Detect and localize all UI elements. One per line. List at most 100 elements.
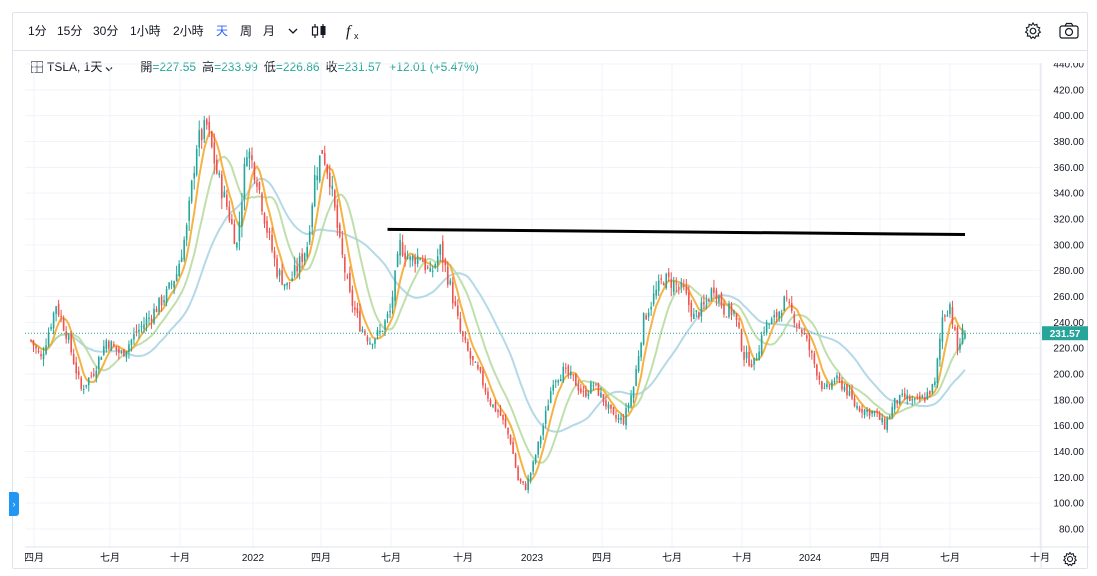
candle-body	[170, 283, 173, 285]
candle-body	[321, 150, 324, 154]
candle-body	[592, 385, 595, 387]
candle-body	[163, 300, 165, 303]
candle-body	[934, 381, 936, 385]
axis-settings-gear-icon[interactable]	[1062, 551, 1078, 567]
candle-body	[291, 278, 293, 281]
candle-body	[949, 304, 951, 315]
chevron-down-icon[interactable]	[104, 62, 114, 72]
candle-body	[813, 353, 816, 364]
candle-body	[278, 270, 281, 276]
camera-icon[interactable]	[1058, 21, 1079, 41]
candle-body	[361, 329, 364, 332]
candle-body	[180, 257, 183, 262]
candle-body	[931, 384, 934, 393]
candle-body	[939, 338, 941, 360]
candle-body	[901, 393, 904, 396]
candle-body	[863, 409, 866, 415]
candle-body	[459, 318, 462, 332]
candle-body	[32, 340, 35, 346]
candle-body	[328, 172, 331, 188]
x-tick-label: 2023	[521, 553, 544, 564]
interval-30m[interactable]: 30分	[93, 24, 119, 38]
candle-body	[198, 130, 201, 148]
candle-body	[492, 404, 494, 407]
candle-body	[158, 297, 160, 312]
candle-body	[344, 256, 346, 273]
y-tick-label: 400.00	[1053, 111, 1084, 122]
y-tick-label: 340.00	[1053, 189, 1084, 200]
interval-1mo[interactable]: 月	[263, 24, 276, 38]
candle-body	[818, 375, 821, 380]
candle-body	[37, 350, 40, 353]
candle-body	[700, 302, 703, 317]
candle-body	[959, 343, 961, 350]
candle-body	[77, 371, 80, 376]
candle-body	[296, 266, 298, 272]
x-tick-label: 七月	[662, 552, 682, 564]
candle-body	[183, 239, 185, 260]
candle-body	[587, 393, 590, 397]
candle-body	[740, 329, 743, 351]
candle-body	[693, 313, 695, 320]
chart-widget-frame: 1分 15分 30分 1小時 2小時 天 周 月 f x	[9, 12, 1089, 569]
expand-sidebar-tab[interactable]: ›	[9, 492, 19, 516]
candle-body	[52, 312, 55, 329]
candle-body	[178, 263, 180, 277]
candle-body	[30, 340, 32, 342]
candle-body	[672, 281, 675, 292]
interval-15m[interactable]: 15分	[57, 24, 83, 38]
candle-body	[836, 375, 838, 379]
candle-body	[856, 405, 858, 409]
candle-body	[956, 327, 959, 352]
candle-body	[113, 344, 115, 346]
chevron-down-icon[interactable]	[283, 21, 303, 41]
candle-body	[248, 151, 251, 159]
y-tick-label: 380.00	[1053, 137, 1084, 148]
candle-body	[376, 330, 379, 336]
candlestick-icon[interactable]	[309, 21, 329, 41]
candle-body	[318, 155, 321, 182]
candle-body	[502, 414, 504, 420]
candle-body	[730, 304, 733, 316]
candle-body	[710, 288, 713, 299]
price-chart[interactable]: 四月 七月 十月 2022 四月 七月 十月 2023 四月 七月 十月 2024 四月 七月 十月 440.…	[25, 63, 1089, 569]
interval-1h[interactable]: 1小時	[130, 24, 161, 38]
interval-2h[interactable]: 2小時	[173, 24, 204, 38]
candle-body	[816, 364, 818, 376]
candle-body	[419, 258, 421, 260]
candle-body	[399, 239, 401, 256]
candle-body	[595, 383, 597, 385]
candle-body	[577, 384, 580, 391]
candle-body	[336, 205, 339, 228]
candle-body	[165, 288, 168, 303]
gear-icon[interactable]	[1023, 21, 1043, 41]
candle-body	[640, 342, 642, 358]
candle-body	[62, 318, 65, 331]
fx-indicator-icon[interactable]: f x	[343, 21, 363, 41]
candle-body	[484, 387, 487, 392]
candle-body	[559, 379, 562, 382]
candle-body	[414, 257, 416, 265]
candle-body	[148, 317, 150, 319]
trendline[interactable]	[387, 227, 966, 236]
y-tick-label: 120.00	[1053, 473, 1084, 484]
candle-body	[426, 266, 429, 269]
interval-1d[interactable]: 天	[216, 24, 229, 38]
candle-body	[703, 301, 705, 305]
interval-1w[interactable]: 周	[240, 24, 253, 38]
candle-body	[286, 282, 288, 286]
candle-body	[946, 315, 949, 317]
candle-body	[193, 173, 195, 179]
candle-body	[384, 320, 386, 330]
compare-grid-icon[interactable]	[31, 61, 43, 73]
candle-body	[650, 306, 652, 310]
candle-body	[155, 308, 158, 313]
y-tick-label: 220.00	[1053, 344, 1084, 355]
gear-icon-outline	[1062, 551, 1078, 567]
candle-body	[339, 224, 341, 237]
candle-body	[554, 380, 557, 383]
interval-1m[interactable]: 1分	[28, 24, 47, 38]
candle-body	[763, 331, 765, 333]
candle-body	[517, 467, 519, 481]
candle-body	[590, 382, 592, 394]
